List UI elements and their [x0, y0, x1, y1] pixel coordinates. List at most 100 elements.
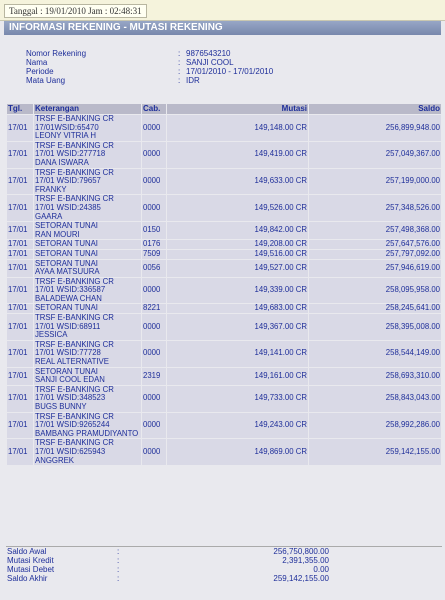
description: SETORAN TUNAI [34, 240, 141, 249]
amount: 149,148.00 CR [167, 115, 308, 141]
summary: Saldo Awal: 256,750,800.00 Mutasi Kredit: 2… [6, 546, 442, 583]
summary-label: Mutasi Kredit [7, 556, 54, 565]
transaction-row: 17/01 SETORAN TUNAI RAN MOURI 0150 149,842.0… [7, 222, 441, 240]
date: 17/01 [7, 412, 33, 439]
date: 17/01 [7, 385, 33, 412]
transaction-row: 17/01 TRSF E-BANKING CR 17/01 WSID:625943 A… [7, 439, 441, 466]
branch: 2319 [142, 367, 166, 385]
amount: 149,339.00 CR [167, 277, 308, 304]
description-line: TRSF E-BANKING CR [35, 412, 114, 421]
balance: 257,348,526.00 [309, 195, 441, 222]
description-line: RAN MOURI [35, 229, 80, 239]
info-label: Mata Uang [26, 76, 66, 85]
date: 17/01 [7, 141, 33, 168]
description-line: 17/01WSID:65470 [35, 122, 99, 132]
column-header: Keterangan [34, 104, 141, 114]
summary-spacer [329, 547, 442, 557]
summary-spacer [329, 574, 442, 583]
description-line: ANGGREK [35, 455, 74, 465]
date: 17/01 [7, 115, 33, 141]
amount: 149,243.00 CR [167, 412, 308, 439]
info-sep: : [178, 58, 181, 67]
summary-sep: : [117, 547, 120, 556]
date: 17/01 [7, 367, 33, 385]
description: TRSF E-BANKING CR 17/01WSID:65470 LEONY VI… [34, 115, 141, 141]
balance: 258,693,310.00 [309, 367, 441, 385]
info-sep: : [178, 76, 181, 85]
balance: 257,199,000.00 [309, 168, 441, 195]
summary-row: Saldo Akhir: 259,142,155.00 [6, 574, 442, 583]
branch: 0000 [142, 115, 166, 141]
info-row: Mata Uang: IDR [26, 76, 273, 85]
info-sep: : [178, 49, 181, 58]
transaction-row: 17/01 SETORAN TUNAI 0176 149,208.00 CR 257,6… [7, 240, 441, 249]
description: TRSF E-BANKING CR 17/01 WSID:336587 BALADE… [34, 277, 141, 304]
amount: 149,842.00 CR [167, 222, 308, 240]
info-value: 17/01/2010 - 17/01/2010 [186, 67, 274, 76]
branch: 0000 [142, 340, 166, 367]
description-line: TRSF E-BANKING CR [35, 385, 114, 394]
description-line: DANA ISWARA [35, 157, 89, 167]
branch: 0000 [142, 439, 166, 466]
date: 17/01 [7, 259, 33, 277]
description-line: SETORAN TUNAI [35, 304, 98, 313]
transaction-row: 17/01 TRSF E-BANKING CR 17/01WSID:65470 LEO… [7, 115, 441, 141]
description-line: TRSF E-BANKING CR [35, 340, 114, 349]
description-line: FRANKY [35, 184, 67, 194]
summary-value: 2,391,355.00 [282, 556, 329, 565]
transaction-row: 17/01 TRSF E-BANKING CR 17/01 WSID:79657 FR… [7, 168, 441, 195]
header-row: Tgl. Keterangan Cab. Mutasi Saldo [7, 104, 441, 114]
info-row: Periode:17/01/2010 - 17/01/2010 [26, 67, 273, 76]
account-info: Nomor Rekening:9876543210 Nama: SANJI COOL… [26, 49, 273, 85]
description: TRSF E-BANKING CR 17/01 WSID:79657 FRANKY [34, 168, 141, 195]
description-line: 17/01 WSID:79657 [35, 176, 101, 186]
date: 17/01 [7, 195, 33, 222]
transaction-row: 17/01 SETORAN TUNAI AYAA MATSUURA 0056 149,5… [7, 259, 441, 277]
summary-label: Mutasi Debet [7, 565, 55, 574]
summary-value: 256,750,800.00 [273, 547, 329, 556]
description-line: TRSF E-BANKING CR [35, 314, 114, 323]
balance: 258,992,286.00 [309, 412, 441, 439]
info-value: SANJI COOL [186, 58, 234, 67]
description-line: SANJI COOL EDAN [35, 375, 105, 385]
date: 17/01 [7, 240, 33, 249]
description-line: SETORAN TUNAI [35, 222, 98, 231]
transaction-row: 17/01 TRSF E-BANKING CR 17/01 WSID:9265244… [7, 412, 441, 439]
date: 17/01 [7, 314, 33, 340]
description-line: SETORAN TUNAI [35, 240, 98, 249]
description-line: TRSF E-BANKING CR [35, 141, 114, 150]
column-header: Mutasi [167, 104, 308, 114]
description: TRSF E-BANKING CR 17/01 WSID:24385 GAARA [34, 195, 141, 222]
description-line: 17/01 WSID:24385 [35, 202, 101, 212]
summary-sep: : [117, 556, 120, 565]
amount: 149,141.00 CR [167, 340, 308, 367]
summary-row: Saldo Awal: 256,750,800.00 [6, 547, 442, 557]
description-line: BAMBANG PRAMUDIYANTO [35, 428, 139, 438]
transaction-row: 17/01 SETORAN TUNAI 8221 149,683.00 CR 258,2… [7, 304, 441, 314]
transaction-row: 17/01 TRSF E-BANKING CR 17/01 WSID:277718 D… [7, 141, 441, 168]
branch: 0000 [142, 195, 166, 222]
summary-label: Saldo Akhir [7, 574, 48, 583]
page-title: INFORMASI REKENING - MUTASI REKENING [4, 21, 441, 35]
amount: 149,527.00 CR [167, 259, 308, 277]
summary-spacer [329, 565, 442, 574]
top-bar: Tanggal : 19/01/2010 Jam : 02:48:31 [0, 0, 445, 21]
description-line: REAL ALTERNATIVE [35, 357, 109, 367]
amount: 149,208.00 CR [167, 240, 308, 249]
description: TRSF E-BANKING CR 17/01 WSID:9265244 BAMBA… [34, 412, 141, 439]
description-line: 17/01 WSID:277718 [35, 149, 106, 159]
description-line: TRSF E-BANKING CR [35, 439, 114, 448]
description-line: 17/01 WSID:77728 [35, 348, 101, 358]
transaction-row: 17/01 TRSF E-BANKING CR 17/01 WSID:336587 B… [7, 277, 441, 304]
summary-label: Saldo Awal [7, 547, 47, 556]
description: TRSF E-BANKING CR 17/01 WSID:625943 ANGGRE… [34, 439, 141, 466]
description: SETORAN TUNAI RAN MOURI [34, 222, 141, 240]
amount: 149,419.00 CR [167, 141, 308, 168]
description-line: AYAA MATSUURA [35, 267, 100, 277]
description-line: BUGS BUNNY [35, 402, 87, 411]
info-row: Nama: SANJI COOL [26, 58, 273, 67]
branch: 0000 [142, 277, 166, 304]
balance: 258,245,641.00 [309, 304, 441, 314]
description-line: BALADEWA CHAN [35, 293, 102, 303]
description-line: TRSF E-BANKING CR [35, 277, 114, 286]
